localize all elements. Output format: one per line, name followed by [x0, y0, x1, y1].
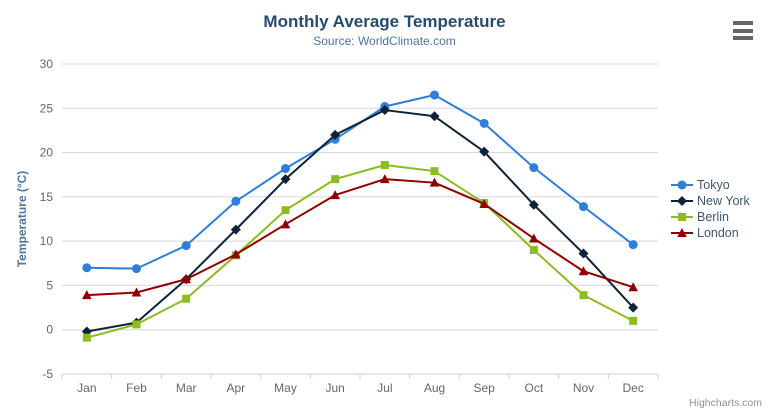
y-axis-label: 10 [40, 234, 54, 248]
data-point-marker[interactable] [429, 177, 440, 187]
data-point-marker[interactable] [529, 246, 538, 254]
circle-legend-marker-icon [671, 180, 693, 190]
data-point-marker[interactable] [529, 163, 539, 173]
series-tokyo [82, 90, 638, 274]
data-point-marker[interactable] [82, 333, 91, 342]
data-point-marker[interactable] [131, 287, 142, 297]
data-point-marker[interactable] [430, 167, 439, 176]
legend-label: New York [697, 194, 750, 208]
x-axis-label: Feb [126, 381, 147, 395]
y-axis-label: 30 [40, 57, 54, 71]
legend-label: Berlin [697, 210, 729, 224]
y-axis-label: 20 [40, 146, 54, 160]
export-menu-button[interactable] [732, 21, 754, 40]
data-point-marker[interactable] [628, 302, 639, 313]
data-point-marker[interactable] [181, 274, 191, 284]
x-axis-label: Jul [377, 381, 392, 395]
data-point-marker[interactable] [628, 240, 638, 250]
square-legend-marker-icon [671, 213, 693, 221]
data-point-marker[interactable] [479, 146, 490, 157]
hamburger-icon [733, 28, 753, 33]
y-axis-label: -5 [42, 367, 53, 381]
data-point-marker[interactable] [629, 316, 638, 325]
legend-marker [677, 180, 687, 190]
series-line [85, 178, 635, 297]
data-point-marker[interactable] [331, 175, 340, 184]
x-axis-label: Apr [226, 381, 245, 395]
data-point-marker[interactable] [579, 202, 588, 212]
legend-item-new-york[interactable]: New York [671, 193, 750, 209]
y-axis-label: 25 [40, 101, 54, 115]
x-axis-label: Oct [524, 381, 543, 395]
data-point-marker[interactable] [380, 174, 390, 184]
hamburger-icon [733, 21, 753, 25]
legend-marker [677, 228, 687, 237]
series-line [85, 109, 635, 333]
x-axis-label: Aug [424, 381, 445, 395]
data-point-marker[interactable] [628, 282, 638, 292]
data-point-marker[interactable] [429, 111, 440, 122]
chart-subtitle: Source: WorldClimate.com [313, 34, 456, 48]
data-point-marker[interactable] [280, 174, 291, 185]
chart-title: Monthly Average Temperature [263, 12, 506, 31]
y-axis-label: 15 [40, 190, 54, 204]
y-axis-label: 5 [46, 278, 53, 292]
x-axis-label: Jun [325, 381, 344, 395]
series-line [85, 163, 635, 339]
data-point-marker[interactable] [230, 224, 241, 235]
legend: Tokyo New York Berlin London [671, 177, 750, 241]
legend-item-tokyo[interactable]: Tokyo [671, 177, 750, 193]
data-point-marker[interactable] [330, 190, 340, 200]
legend-label: London [697, 226, 739, 240]
x-axis-label: Sep [473, 381, 495, 395]
data-point-marker[interactable] [529, 233, 539, 243]
series-london [82, 174, 638, 300]
data-point-marker[interactable] [281, 164, 290, 174]
data-point-marker[interactable] [231, 249, 241, 259]
data-point-marker[interactable] [379, 105, 390, 116]
data-point-marker[interactable] [132, 320, 141, 329]
legend-label: Tokyo [697, 178, 730, 192]
x-axis-label: Nov [573, 381, 594, 395]
data-point-marker[interactable] [330, 129, 341, 140]
legend-item-berlin[interactable]: Berlin [671, 209, 750, 225]
data-point-marker[interactable] [132, 264, 141, 274]
data-point-marker[interactable] [380, 160, 389, 169]
triangle-legend-marker-icon [671, 228, 693, 237]
series-new-york [81, 105, 639, 337]
x-axis-label: Dec [622, 381, 643, 395]
data-point-marker[interactable] [182, 294, 191, 303]
legend-marker [678, 213, 686, 221]
data-point-marker[interactable] [82, 263, 92, 273]
data-point-marker[interactable] [82, 290, 92, 300]
data-point-marker[interactable] [479, 118, 489, 128]
data-point-marker[interactable] [430, 90, 439, 100]
data-point-marker[interactable] [579, 291, 588, 300]
data-point-marker[interactable] [281, 206, 290, 215]
hamburger-icon [733, 36, 753, 40]
data-point-marker[interactable] [280, 219, 291, 229]
series-line [85, 94, 635, 270]
legend-marker [677, 196, 687, 206]
data-point-marker[interactable] [578, 266, 589, 276]
x-axis-label: Mar [176, 381, 197, 395]
diamond-legend-marker-icon [671, 196, 693, 206]
data-point-marker[interactable] [578, 248, 589, 259]
y-axis-label: 0 [46, 323, 53, 337]
legend-item-london[interactable]: London [671, 225, 750, 241]
x-axis-label: May [274, 381, 297, 395]
data-point-marker[interactable] [231, 196, 241, 206]
credits-link[interactable]: Highcharts.com [689, 397, 762, 409]
data-point-marker[interactable] [479, 198, 489, 208]
x-axis-label: Jan [77, 381, 96, 395]
data-point-marker[interactable] [528, 199, 539, 210]
data-point-marker[interactable] [181, 241, 191, 251]
